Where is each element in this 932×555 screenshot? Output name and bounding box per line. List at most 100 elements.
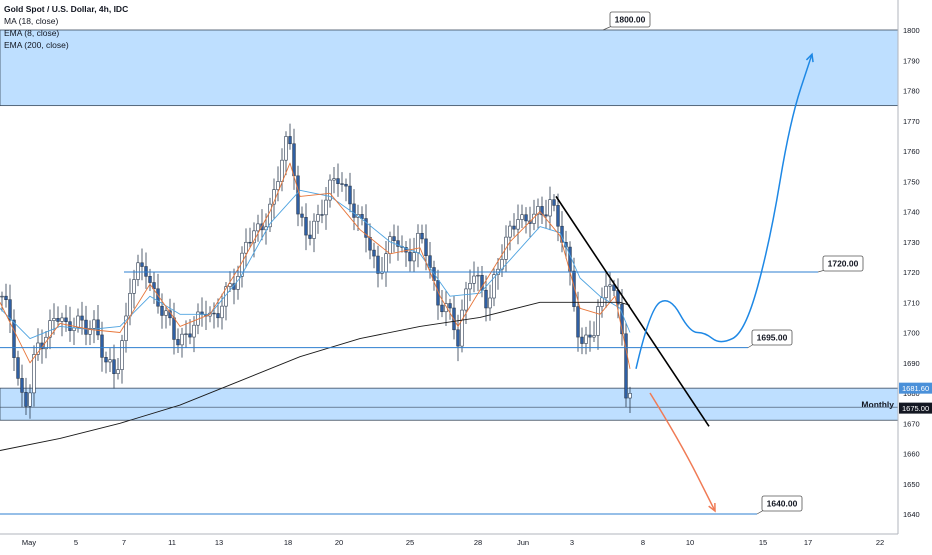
candle: [388, 231, 392, 264]
candle: [72, 317, 76, 346]
price-tick-label: 1710: [903, 298, 920, 307]
time-tick-label: 17: [804, 538, 812, 547]
price-tick-label: 1780: [903, 87, 920, 96]
zones-layer: Monthly: [0, 29, 899, 421]
candle: [56, 306, 60, 328]
candle: [12, 309, 16, 371]
candle: [432, 260, 436, 291]
candle: [268, 197, 272, 233]
candle: [340, 172, 344, 192]
time-axis[interactable]: [0, 534, 898, 550]
price-tick-label: 1660: [903, 450, 920, 459]
candle: [384, 240, 388, 287]
candle: [180, 327, 184, 358]
candle: [100, 321, 104, 372]
bullish-projection[interactable]: [635, 53, 813, 369]
candle: [144, 252, 148, 289]
price-tag-label: 1675.00: [902, 404, 929, 413]
legend-ema8: EMA (8, close): [4, 28, 60, 38]
ema8-line: [0, 162, 631, 369]
level-label: 1720.00: [828, 259, 859, 269]
candle: [332, 166, 336, 194]
candle: [92, 310, 96, 344]
candle: [20, 364, 24, 408]
level-label: 1640.00: [767, 499, 798, 509]
price-axis[interactable]: [898, 0, 932, 550]
price-tag-label: 1681.60: [902, 384, 929, 393]
time-tick-label: 20: [335, 538, 343, 547]
candle: [300, 206, 304, 227]
candle: [552, 194, 556, 212]
candle: [628, 386, 632, 414]
candle: [308, 220, 312, 246]
candle: [408, 238, 412, 272]
candle: [416, 224, 420, 268]
candle: [148, 268, 152, 292]
price-tick-label: 1790: [903, 56, 920, 65]
price-tick-label: 1700: [903, 329, 920, 338]
candle: [476, 266, 480, 292]
candle: [620, 288, 624, 346]
candle: [484, 275, 488, 322]
candle: [336, 163, 340, 197]
candle: [444, 291, 448, 326]
level-tag-1800[interactable]: [609, 11, 651, 28]
candle: [36, 328, 40, 361]
candle: [380, 257, 384, 280]
candle: [588, 320, 592, 352]
candle: [216, 298, 220, 328]
candle: [288, 123, 292, 150]
price-tick-label: 1670: [903, 419, 920, 428]
candle: [396, 225, 400, 261]
supply-zone[interactable]: [0, 29, 899, 107]
candle: [164, 305, 168, 329]
level-label: 1695.00: [757, 333, 788, 343]
candle: [236, 265, 240, 300]
candle: [188, 319, 192, 345]
price-tag: [899, 382, 932, 394]
candle: [176, 328, 180, 354]
price-tick-label: 1640: [903, 510, 920, 519]
level-tag-1640[interactable]: [761, 495, 803, 512]
candle: [24, 377, 28, 416]
candle: [524, 207, 528, 234]
price-tick-label: 1730: [903, 238, 920, 247]
candle: [184, 320, 188, 348]
candle: [624, 322, 628, 408]
level-tag-1720[interactable]: [822, 255, 864, 272]
candle: [76, 308, 80, 333]
candle: [60, 312, 64, 337]
candle: [544, 199, 548, 229]
candle: [344, 178, 348, 202]
bearish-projection[interactable]: [649, 392, 716, 512]
candle: [548, 186, 552, 231]
candle: [348, 172, 352, 213]
candle: [16, 350, 20, 386]
legend-ema200: EMA (200, close): [4, 40, 69, 50]
candle: [116, 358, 120, 380]
candle: [320, 199, 324, 224]
candle: [464, 281, 468, 324]
price-tick-label: 1770: [903, 117, 920, 126]
price-tick-label: 1750: [903, 177, 920, 186]
price-tick-label: 1740: [903, 208, 920, 217]
candle: [140, 248, 144, 281]
levels-layer: 1800.00 1720.00 1695.00 1640.00: [0, 11, 864, 515]
candle: [540, 196, 544, 225]
candle: [104, 351, 108, 374]
time-tick-label: 10: [686, 538, 694, 547]
candle: [248, 227, 252, 248]
bullish-projection-arrowhead: [805, 52, 814, 63]
candle: [372, 242, 376, 269]
level-tag-1695[interactable]: [751, 329, 793, 346]
candle: [468, 269, 472, 302]
candle: [48, 309, 52, 350]
candle: [480, 266, 484, 298]
trendline[interactable]: [555, 195, 710, 427]
candle: [360, 206, 364, 226]
price-tag: [899, 402, 932, 414]
candle: [68, 306, 72, 342]
monthly-zone[interactable]: [0, 387, 899, 421]
